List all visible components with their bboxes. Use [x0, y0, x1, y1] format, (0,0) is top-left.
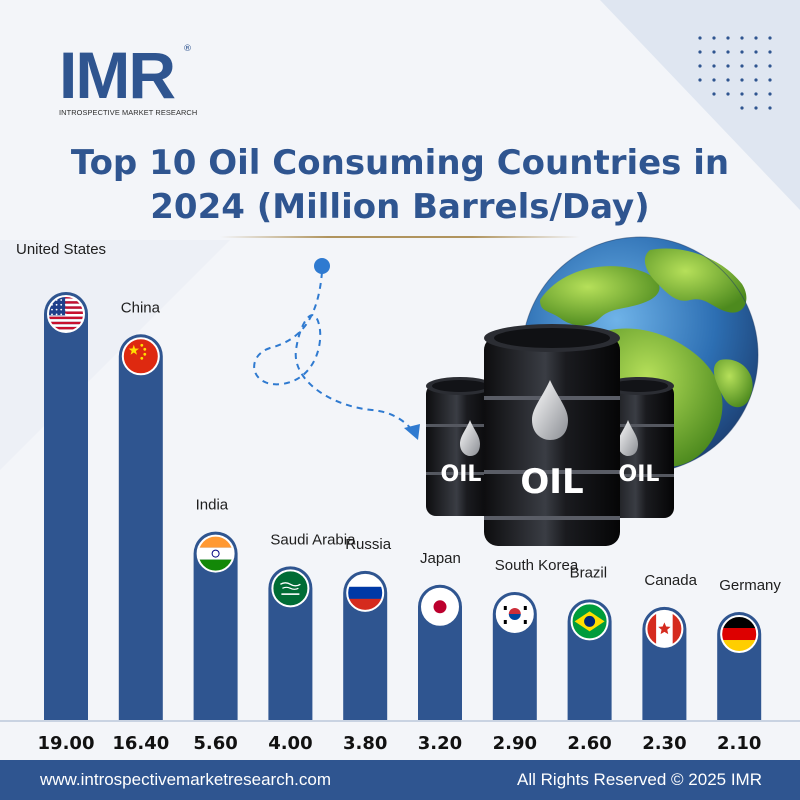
oil-barrels-illustration	[426, 324, 674, 546]
flag-ru-icon	[346, 573, 385, 612]
bar-group-south-korea: South Korea 2.90	[493, 557, 579, 754]
flag-sa-icon	[271, 569, 310, 608]
barrel-oil-label-right: OIL	[618, 462, 660, 487]
flag-ca-icon	[645, 609, 684, 648]
bar-group-russia: Russia 3.80	[343, 536, 392, 754]
footer-bar: www.introspectivemarketresearch.com All …	[0, 760, 800, 800]
flag-de-icon	[720, 615, 759, 654]
value-label-india: 5.60	[193, 733, 237, 754]
logo-letters: IMR	[59, 38, 176, 112]
category-label-south-korea: South Korea	[495, 557, 579, 574]
logo-tagline: INTROSPECTIVE MARKET RESEARCH	[59, 108, 198, 117]
bar-united-states	[44, 292, 88, 720]
category-label-germany: Germany	[719, 577, 781, 594]
bar-china	[118, 334, 163, 720]
value-label-japan: 3.20	[418, 733, 462, 754]
value-label-saudi-arabia: 4.00	[268, 733, 312, 754]
arrow-head-icon	[404, 424, 420, 440]
dashed-arrow-decoration	[253, 271, 415, 433]
barrel-oil-label-left: OIL	[440, 462, 482, 487]
flag-us-icon	[47, 295, 85, 333]
bar-group-china: China 16.40	[112, 299, 169, 754]
dashed-path-start-dot	[314, 258, 330, 274]
footer-website-link[interactable]: www.introspectivemarketresearch.com	[40, 770, 331, 789]
bar-india	[193, 531, 238, 720]
category-label-brazil: Brazil	[570, 564, 608, 581]
flag-in-icon	[196, 534, 235, 573]
bar-group-united-states: United States 19.00	[16, 241, 106, 754]
category-label-china: China	[121, 299, 161, 316]
value-label-canada: 2.30	[642, 733, 686, 754]
value-label-china: 16.40	[112, 733, 169, 754]
category-label-russia: Russia	[345, 536, 392, 553]
flag-jp-icon	[421, 587, 459, 626]
flag-kr-icon	[495, 594, 534, 633]
category-label-united-states: United States	[16, 241, 106, 258]
bar-saudi-arabia	[268, 566, 313, 720]
flag-br-icon	[570, 602, 609, 641]
category-label-japan: Japan	[420, 550, 461, 567]
bar-group-japan: Japan 3.20	[418, 550, 462, 754]
bar-group-saudi-arabia: Saudi Arabia 4.00	[268, 531, 356, 754]
value-label-germany: 2.10	[717, 733, 761, 754]
footer-copyright: All Rights Reserved © 2025 IMR	[517, 770, 762, 789]
bar-group-india: India 5.60	[193, 497, 237, 754]
category-label-saudi-arabia: Saudi Arabia	[270, 531, 356, 548]
category-label-india: India	[196, 497, 229, 514]
imr-logo: IMR ® INTROSPECTIVE MARKET RESEARCH	[57, 42, 197, 122]
category-label-canada: Canada	[644, 572, 697, 589]
value-label-brazil: 2.60	[567, 733, 611, 754]
bar-group-brazil: Brazil 2.60	[567, 564, 611, 754]
page-title-line2: 2024 (Million Barrels/Day)	[150, 187, 650, 227]
value-label-united-states: 19.00	[38, 733, 95, 754]
title-divider	[220, 236, 580, 238]
chart-baseline	[0, 720, 800, 722]
value-label-south-korea: 2.90	[493, 733, 537, 754]
page-title-line1: Top 10 Oil Consuming Countries in	[70, 143, 730, 183]
registered-mark: ®	[183, 44, 192, 54]
flag-cn-icon	[121, 337, 160, 376]
value-label-russia: 3.80	[343, 733, 387, 754]
bar-group-germany: Germany 2.10	[717, 577, 781, 754]
bar-group-canada: Canada 2.30	[642, 572, 697, 754]
barrel-oil-label-center: OIL	[520, 462, 584, 502]
dot-grid-decoration	[698, 36, 772, 110]
